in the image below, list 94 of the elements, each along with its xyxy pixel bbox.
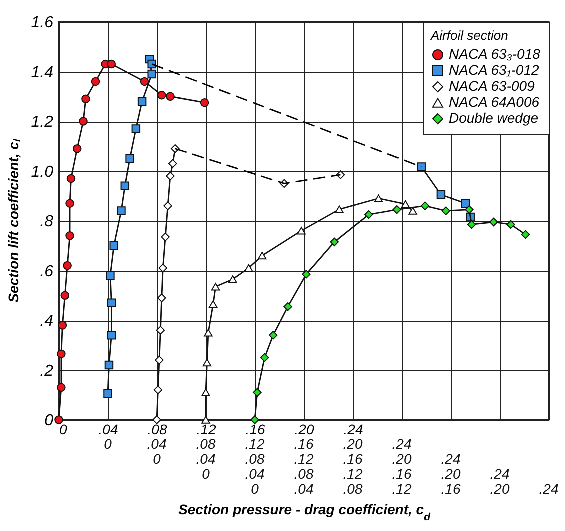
point [117, 206, 126, 216]
point [156, 326, 166, 335]
text: 0 .04 .08 .12 .16 .20 .24 [202, 466, 510, 482]
point [66, 199, 74, 208]
legend-label: NACA 64A006 [449, 94, 540, 110]
y-tick-label: .4 [40, 313, 54, 330]
x-tick-label: 0 [60, 422, 68, 438]
x-tick-label: .04 [98, 422, 118, 438]
point [164, 202, 172, 210]
point [506, 220, 516, 230]
y-tick-label: 1.0 [31, 164, 54, 181]
point [258, 252, 267, 260]
point [155, 356, 164, 365]
point [66, 174, 76, 184]
text: 0 .04 .08 .12 .16 .20 .24 [104, 436, 412, 452]
x-axis-title: Section pressure - drag coefficient, c$_{d}$ [178, 502, 432, 524]
point [107, 331, 116, 340]
point [269, 331, 278, 340]
point [110, 242, 118, 250]
point [392, 205, 402, 214]
point [79, 117, 88, 126]
y-tick-label: .2 [40, 362, 54, 380]
point [104, 360, 114, 370]
x-tick-label: .12 [196, 422, 216, 438]
point [138, 97, 147, 106]
point [168, 159, 178, 168]
point [202, 358, 212, 367]
point [364, 210, 374, 220]
text: 0 .04 .08 .12 .16 .20 .24 [251, 481, 559, 497]
point [335, 206, 344, 214]
point [297, 227, 306, 235]
point [161, 232, 170, 242]
point [107, 298, 116, 308]
point [401, 200, 410, 208]
point [73, 144, 82, 154]
point [66, 232, 74, 240]
point [120, 182, 130, 191]
point [260, 353, 270, 362]
point [202, 388, 210, 396]
y-axis-title: Section lift coefficient, cₗ [5, 138, 22, 303]
legend-label: NACA 63-009 [449, 78, 536, 94]
point [374, 194, 384, 202]
legend-label: Double wedge [449, 110, 539, 126]
point [202, 416, 210, 424]
point [104, 390, 112, 398]
point [106, 271, 115, 280]
point [107, 60, 116, 69]
point [158, 264, 168, 273]
legend-title: Airfoil section [430, 28, 508, 43]
point [521, 230, 530, 240]
y-tick-label: .6 [40, 263, 54, 280]
x-tick-label: .24 [344, 422, 364, 438]
point [467, 220, 476, 230]
point [63, 261, 72, 270]
point [60, 291, 70, 300]
point [211, 283, 220, 291]
point [208, 300, 218, 308]
point [302, 270, 311, 279]
y-tick-label: 1.4 [31, 64, 54, 82]
text: 0 .04 .08 .12 .16 .20 .24 [153, 451, 461, 467]
point [54, 416, 64, 424]
x-tick-label: .16 [246, 422, 266, 438]
point [58, 321, 68, 330]
point [490, 218, 498, 227]
legend-label: NACA 63₁-012 [449, 62, 540, 78]
point [126, 154, 134, 164]
point [57, 350, 66, 358]
point [166, 172, 175, 181]
point [284, 302, 292, 312]
point [250, 416, 260, 424]
point [154, 386, 163, 395]
y-tick-label: 1.6 [31, 14, 54, 32]
legend-label: NACA 63₃-018 [449, 46, 541, 62]
point [244, 264, 254, 272]
y-tick-label: 1.2 [31, 114, 54, 131]
point [152, 416, 162, 424]
point [158, 294, 166, 302]
point [253, 388, 262, 398]
point [200, 98, 210, 108]
x-tick-label: .20 [294, 422, 314, 438]
point [91, 77, 100, 86]
point [140, 77, 150, 86]
y-tick-label: .8 [40, 214, 54, 230]
point [132, 124, 141, 134]
point [228, 276, 238, 284]
point [158, 91, 166, 100]
point [148, 70, 156, 79]
point [408, 207, 418, 215]
point [204, 329, 213, 337]
point [57, 383, 66, 392]
x-tick-label: .08 [148, 422, 168, 438]
point [330, 238, 339, 247]
point [82, 94, 90, 104]
point [166, 92, 175, 101]
